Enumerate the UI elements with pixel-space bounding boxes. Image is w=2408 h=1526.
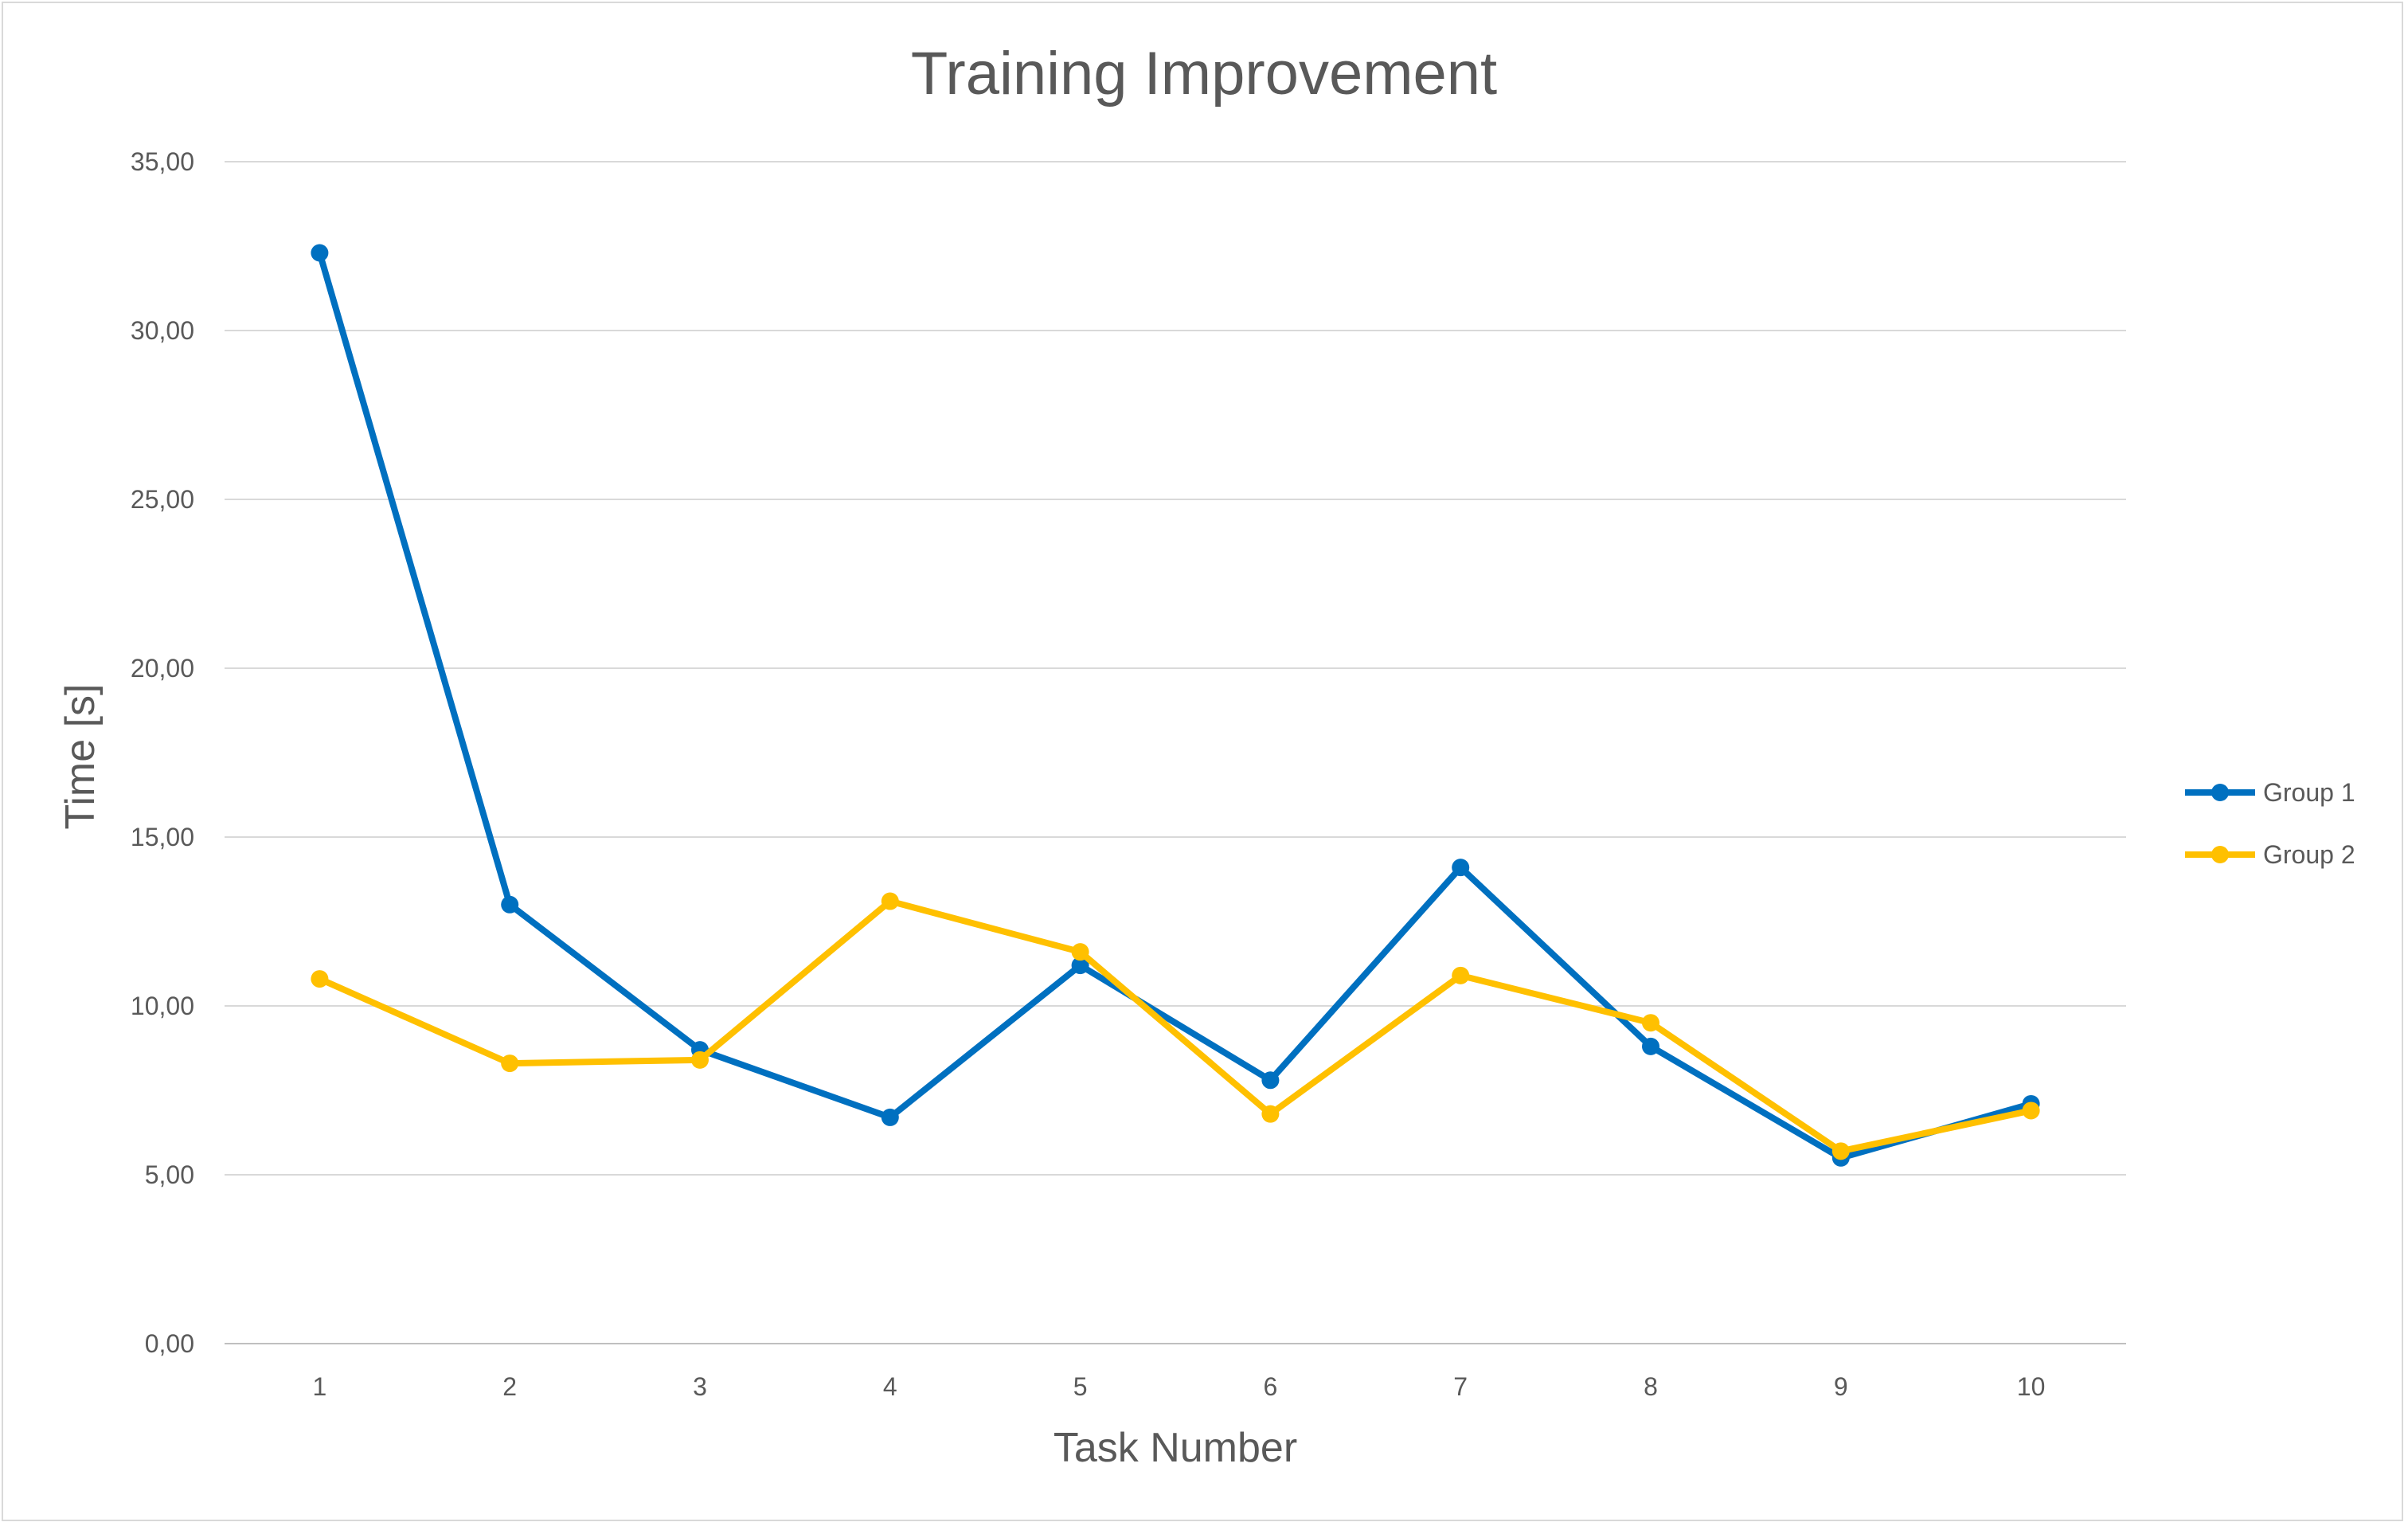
legend: Group 1 Group 2 bbox=[2185, 778, 2355, 869]
data-point bbox=[311, 970, 329, 988]
data-point bbox=[501, 1055, 519, 1073]
data-point bbox=[1261, 1105, 1280, 1123]
legend-swatch-marker bbox=[2211, 846, 2229, 863]
chart-title: Training Improvement bbox=[911, 40, 1497, 108]
x-tick-label: 4 bbox=[883, 1372, 897, 1401]
y-tick-label: 0,00 bbox=[145, 1329, 194, 1358]
y-tick-label: 10,00 bbox=[131, 992, 194, 1020]
series-line bbox=[316, 898, 2035, 1155]
x-tick-label: 8 bbox=[1644, 1372, 1658, 1401]
series-lines bbox=[311, 244, 2040, 1167]
data-point bbox=[691, 1051, 709, 1069]
x-tick-label: 10 bbox=[2017, 1372, 2046, 1401]
x-tick-label: 7 bbox=[1453, 1372, 1468, 1401]
legend-label: Group 2 bbox=[2263, 840, 2355, 869]
x-axis-title: Task Number bbox=[1054, 1425, 1297, 1471]
legend-item: Group 1 bbox=[2185, 778, 2355, 807]
x-tick-label: 5 bbox=[1073, 1372, 1088, 1401]
gridlines bbox=[225, 161, 2126, 1344]
legend-swatch-marker bbox=[2211, 784, 2229, 801]
legend-item: Group 2 bbox=[2185, 840, 2355, 869]
y-axis-ticks: 0,00 5,00 10,00 15,00 20,00 25,00 30,00 35,00 bbox=[131, 147, 194, 1358]
y-tick-label: 35,00 bbox=[131, 147, 194, 176]
data-point bbox=[1831, 1142, 1850, 1160]
x-axis-ticks: 1 2 3 4 5 6 7 8 9 10 bbox=[313, 1372, 2046, 1401]
x-tick-label: 1 bbox=[313, 1372, 327, 1401]
data-point bbox=[1071, 957, 1089, 975]
x-tick-label: 9 bbox=[1834, 1372, 1848, 1401]
data-point bbox=[1452, 859, 1470, 877]
legend-label: Group 1 bbox=[2263, 778, 2355, 807]
series-group-1 bbox=[311, 244, 2040, 1167]
series-line bbox=[316, 249, 2035, 1161]
y-tick-label: 30,00 bbox=[131, 316, 194, 345]
x-tick-label: 2 bbox=[502, 1372, 517, 1401]
data-point bbox=[311, 244, 329, 262]
data-point bbox=[1261, 1071, 1280, 1090]
data-point bbox=[1642, 1037, 1659, 1055]
series-group-2 bbox=[311, 892, 2040, 1160]
data-point bbox=[881, 1108, 899, 1126]
data-point bbox=[2022, 1101, 2040, 1120]
data-point bbox=[1452, 966, 1470, 984]
data-point bbox=[501, 895, 519, 914]
y-tick-label: 25,00 bbox=[131, 485, 194, 514]
x-tick-label: 3 bbox=[693, 1372, 707, 1401]
y-axis-title: Time [s] bbox=[57, 684, 104, 830]
x-tick-label: 6 bbox=[1264, 1372, 1278, 1401]
data-point bbox=[1642, 1014, 1659, 1032]
y-tick-label: 5,00 bbox=[145, 1160, 194, 1189]
data-point bbox=[881, 892, 899, 910]
y-tick-label: 15,00 bbox=[131, 823, 194, 851]
y-tick-label: 20,00 bbox=[131, 654, 194, 683]
data-point bbox=[1071, 943, 1089, 961]
